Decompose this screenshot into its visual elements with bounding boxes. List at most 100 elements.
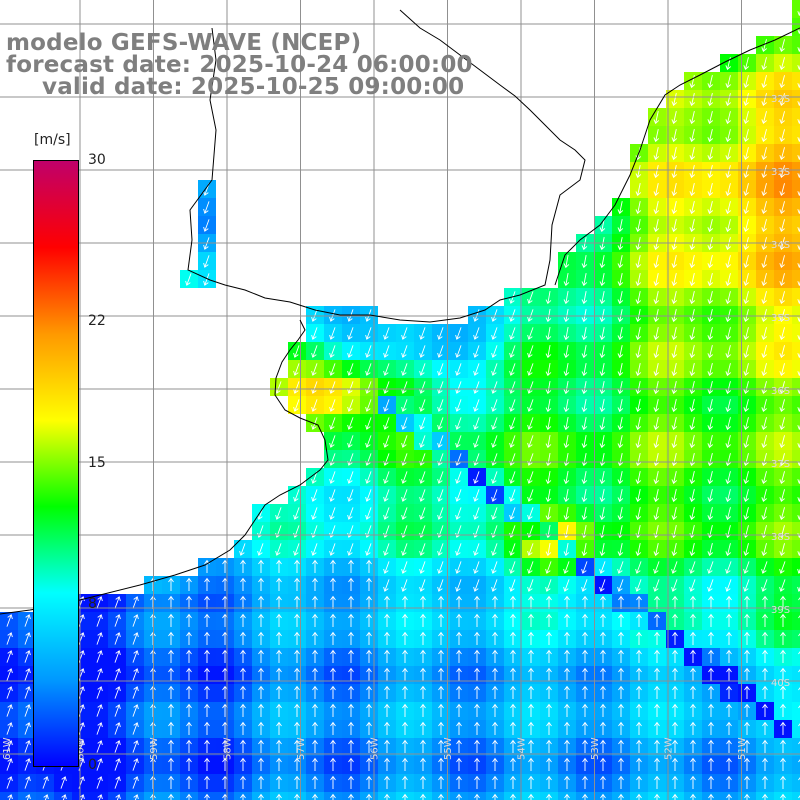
- wind-arrow: [798, 633, 800, 637]
- wind-arrow: [276, 685, 282, 699]
- wind-arrow: [654, 685, 660, 699]
- wind-arrow: [726, 757, 732, 771]
- longitude-label: 52W: [664, 737, 675, 760]
- wind-arrow: [455, 327, 462, 340]
- wind-arrow: [6, 614, 13, 627]
- wind-arrow: [798, 723, 800, 727]
- wind-arrow: [707, 417, 714, 431]
- wind-cell: [792, 756, 800, 774]
- wind-arrow: [726, 685, 732, 699]
- wind-arrow: [384, 757, 390, 771]
- wind-arrow: [617, 291, 624, 305]
- wind-arrow: [564, 667, 570, 681]
- wind-arrow: [672, 595, 678, 609]
- wind-arrow: [599, 309, 606, 323]
- wind-arrow: [437, 435, 444, 448]
- wind-arrow: [708, 685, 714, 699]
- wind-arrow: [293, 489, 300, 502]
- wind-arrow: [132, 776, 139, 789]
- wind-arrow: [474, 649, 480, 663]
- wind-arrow: [671, 255, 678, 269]
- wind-arrow: [132, 668, 139, 681]
- wind-arrow: [743, 435, 749, 449]
- wind-cell: [792, 216, 800, 234]
- wind-arrow: [401, 579, 408, 592]
- wind-arrow: [725, 147, 732, 161]
- wind-arrow: [600, 613, 606, 627]
- wind-arrow: [384, 739, 390, 753]
- wind-arrow: [509, 363, 516, 376]
- wind-arrow: [726, 631, 732, 645]
- wind-arrow: [168, 703, 174, 717]
- wind-arrow: [743, 579, 750, 592]
- wind-arrow: [725, 201, 732, 215]
- wind-arrow: [474, 667, 480, 681]
- wind-arrow: [636, 685, 642, 699]
- wind-arrow: [329, 327, 336, 340]
- wind-arrow: [617, 345, 624, 359]
- wind-arrow: [528, 757, 534, 771]
- wind-arrow: [671, 201, 678, 215]
- wind-arrow: [743, 507, 749, 521]
- wind-arrow: [527, 327, 534, 340]
- wind-arrow: [617, 435, 624, 449]
- wind-arrow: [779, 183, 785, 197]
- wind-arrow: [690, 631, 696, 645]
- wind-arrow: [294, 793, 300, 800]
- wind-arrow: [384, 631, 390, 645]
- wind-arrow: [347, 471, 354, 484]
- latitude-label: 40S: [771, 678, 790, 689]
- wind-arrow: [24, 794, 31, 800]
- wind-arrow: [744, 793, 750, 800]
- wind-arrow: [366, 577, 372, 591]
- wind-arrow: [347, 543, 354, 556]
- wind-arrow: [779, 291, 785, 305]
- wind-arrow: [779, 327, 785, 341]
- wind-arrow: [671, 183, 678, 197]
- wind-arrow: [635, 327, 642, 341]
- wind-arrow: [635, 561, 642, 574]
- wind-arrow: [581, 327, 588, 341]
- wind-arrow: [672, 613, 678, 627]
- wind-arrow: [437, 471, 444, 484]
- wind-arrow: [456, 649, 462, 663]
- wind-arrow: [672, 775, 678, 789]
- wind-arrow: [420, 793, 426, 800]
- wind-arrow: [348, 793, 354, 800]
- wind-arrow: [743, 543, 749, 557]
- wind-arrow: [24, 668, 31, 681]
- longitude-label: 56W: [370, 737, 381, 760]
- wind-arrow: [707, 93, 714, 107]
- wind-cell: [792, 504, 800, 522]
- wind-arrow: [761, 561, 768, 574]
- wind-arrow: [761, 399, 767, 413]
- wind-arrow: [599, 381, 606, 395]
- wind-arrow: [761, 435, 767, 449]
- wind-arrow: [455, 489, 462, 502]
- wind-arrow: [366, 613, 372, 627]
- wind-arrow: [761, 255, 767, 269]
- wind-arrow: [690, 649, 696, 663]
- wind-arrow: [24, 614, 31, 627]
- wind-cell: [792, 486, 800, 504]
- wind-arrow: [258, 595, 264, 609]
- wind-arrow: [671, 381, 678, 395]
- wind-arrow: [546, 739, 552, 753]
- wind-arrow: [438, 757, 444, 771]
- wind-arrow: [546, 631, 552, 645]
- wind-arrow: [438, 595, 444, 609]
- wind-arrow: [366, 739, 372, 753]
- wind-cell: [792, 522, 800, 540]
- wind-arrow: [635, 273, 642, 287]
- wind-arrow: [725, 399, 732, 413]
- wind-arrow: [420, 757, 426, 771]
- wind-arrow: [545, 579, 552, 592]
- wind-arrow: [654, 613, 660, 627]
- wind-arrow: [780, 793, 786, 800]
- wind-arrow: [546, 757, 552, 771]
- wind-arrow: [474, 739, 480, 753]
- wind-arrow: [168, 685, 174, 699]
- wind-arrow: [779, 363, 785, 377]
- wind-arrow: [708, 739, 714, 753]
- wind-arrow: [689, 183, 696, 197]
